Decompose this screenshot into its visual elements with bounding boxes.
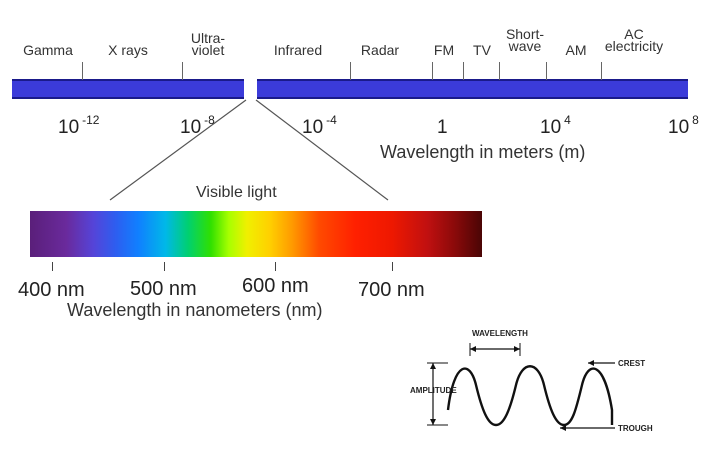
- band-label-ultra-violet: Ultra- violet: [190, 30, 226, 58]
- band-label-am: AM: [565, 42, 587, 58]
- crest-label: CREST: [618, 359, 646, 368]
- wavelength-tick-label: 10 -12: [58, 113, 100, 138]
- wavelength-tick-label: 10 -4: [302, 113, 337, 138]
- wavelength-tick-label: 1: [437, 117, 448, 138]
- visible-spectrum-bar: [30, 211, 482, 257]
- band-divider-tick: [499, 62, 500, 80]
- nm-tick-label: 500 nm: [130, 278, 197, 300]
- band-label-gamma: Gamma: [23, 42, 73, 58]
- amplitude-label: AMPLITUDE: [410, 386, 457, 395]
- visible-light-title: Visible light: [196, 184, 277, 201]
- wavelength-tick-label: 10 -8: [180, 113, 215, 138]
- nm-tick: [164, 262, 165, 271]
- band-label-fm: FM: [433, 42, 455, 58]
- nm-tick: [392, 262, 393, 271]
- band-divider-tick: [601, 62, 602, 80]
- nanometers-axis-title: Wavelength in nanometers (nm): [67, 300, 323, 320]
- nm-tick-label: 400 nm: [18, 279, 85, 301]
- wavelength-tick-label: 10 4: [540, 113, 571, 138]
- band-divider-tick: [82, 62, 83, 80]
- band-label-infrared: Infrared: [273, 42, 323, 58]
- nm-tick-label: 600 nm: [242, 275, 309, 297]
- band-divider-tick: [432, 62, 433, 80]
- wavelength-tick-label: 10 8: [668, 113, 699, 138]
- wave-curve: [446, 365, 614, 427]
- band-divider-tick: [350, 62, 351, 80]
- band-label-ac-electricity: AC electricity: [604, 26, 664, 54]
- nm-tick: [275, 262, 276, 271]
- trough-label: TROUGH: [618, 424, 653, 433]
- band-label-short-wave: Short- wave: [505, 26, 545, 54]
- band-divider-tick: [463, 62, 464, 80]
- band-divider-tick: [182, 62, 183, 80]
- em-spectrum-bar: [257, 79, 688, 99]
- band-divider-tick: [546, 62, 547, 80]
- meters-axis-title: Wavelength in meters (m): [380, 142, 586, 162]
- nm-tick: [52, 262, 53, 271]
- band-label-radar: Radar: [360, 42, 400, 58]
- band-label-x-rays: X rays: [108, 42, 148, 58]
- em-spectrum-bar: [12, 79, 244, 99]
- wavelength-label: WAVELENGTH: [472, 329, 528, 338]
- nm-tick-label: 700 nm: [358, 279, 425, 301]
- band-label-tv: TV: [473, 42, 491, 58]
